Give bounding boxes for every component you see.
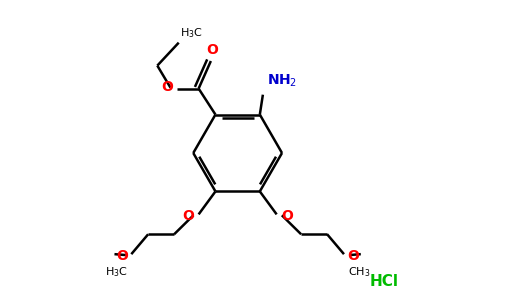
Text: O: O bbox=[206, 43, 218, 57]
Text: O: O bbox=[161, 80, 173, 94]
Text: CH$_3$: CH$_3$ bbox=[348, 265, 371, 279]
Text: O: O bbox=[182, 209, 194, 223]
Text: O: O bbox=[116, 249, 127, 263]
Text: O: O bbox=[348, 249, 359, 263]
Text: H$_3$C: H$_3$C bbox=[104, 265, 127, 279]
Text: HCl: HCl bbox=[370, 274, 399, 289]
Text: NH$_2$: NH$_2$ bbox=[267, 72, 297, 88]
Text: O: O bbox=[281, 209, 293, 223]
Text: H$_3$C: H$_3$C bbox=[180, 26, 203, 40]
